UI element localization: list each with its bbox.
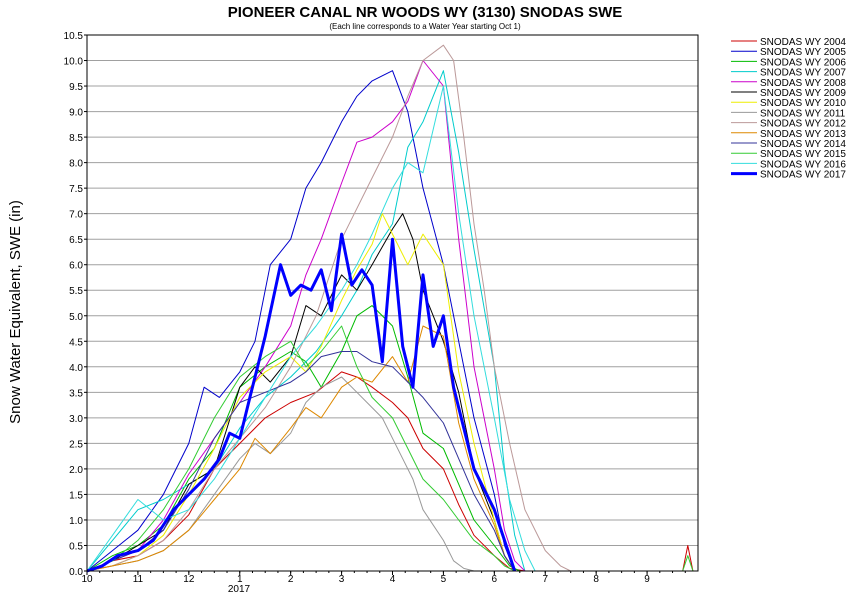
- y-tick-label: 6.0: [69, 261, 83, 272]
- series-line-snodas-wy-2015: [86, 325, 694, 572]
- y-tick-label: 10.0: [64, 57, 84, 68]
- x-axis-ticks: 10 11 12 1 2 3 4 5 6 7 8 9: [81, 571, 686, 585]
- y-tick-label: 2.5: [69, 439, 83, 450]
- series-lines: [86, 44, 694, 573]
- legend-label-snodas-wy-2013: SNODAS WY 2013: [760, 129, 846, 140]
- legend-label-snodas-wy-2006: SNODAS WY 2006: [760, 57, 846, 68]
- y-tick-label: 8.0: [69, 159, 83, 170]
- legend-label-snodas-wy-2012: SNODAS WY 2012: [760, 119, 846, 130]
- x-tick-label: 2: [288, 574, 294, 585]
- series-line-snodas-wy-2009: [86, 213, 516, 572]
- x-tick-label: 9: [644, 574, 650, 585]
- series-line-snodas-wy-2010: [86, 213, 516, 572]
- x-tick-label: 11: [133, 574, 144, 585]
- series-line-snodas-wy-2004: [86, 371, 694, 572]
- y-axis-ticks: 0.0 0.5 1.0 1.5 2.0 2.5 3.0 3.5 4.0 4.5 5.0 5.5 6.0 6…: [64, 31, 87, 578]
- series-line-snodas-wy-2012: [86, 44, 571, 572]
- chart-title: PIONEER CANAL NR WOODS WY (3130) SNODAS …: [228, 4, 623, 21]
- y-tick-label: 8.5: [69, 133, 83, 144]
- y-tick-label: 4.0: [69, 363, 83, 374]
- x-tick-label: 1: [237, 574, 243, 585]
- series-line-snodas-wy-2016: [86, 85, 536, 572]
- y-axis-label: Snow Water Equivalent, SWE (in): [7, 200, 24, 424]
- legend-label-snodas-wy-2015: SNODAS WY 2015: [760, 149, 846, 160]
- x-tick-label: 6: [492, 574, 498, 585]
- series-line-snodas-wy-2013: [86, 325, 516, 572]
- legend-label-snodas-wy-2011: SNODAS WY 2011: [760, 108, 846, 119]
- legend-label-snodas-wy-2007: SNODAS WY 2007: [760, 68, 846, 79]
- legend-label-snodas-wy-2017: SNODAS WY 2017: [760, 170, 846, 181]
- x-tick-label: 4: [390, 574, 396, 585]
- y-tick-label: 1.0: [69, 516, 83, 527]
- legend-label-snodas-wy-2016: SNODAS WY 2016: [760, 159, 846, 170]
- series-line-snodas-wy-2008: [86, 60, 526, 572]
- y-tick-label: 3.0: [69, 414, 83, 425]
- y-tick-label: 7.0: [69, 210, 83, 221]
- legend-label-snodas-wy-2014: SNODAS WY 2014: [760, 139, 846, 150]
- legend-label-snodas-wy-2004: SNODAS WY 2004: [760, 37, 846, 48]
- y-tick-label: 10.5: [64, 31, 84, 42]
- x-tick-label: 10: [81, 574, 93, 585]
- y-tick-label: 4.5: [69, 337, 83, 348]
- series-line-snodas-wy-2017: [86, 232, 517, 573]
- legend-label-snodas-wy-2009: SNODAS WY 2009: [760, 88, 846, 99]
- y-tick-label: 0.5: [69, 541, 83, 552]
- legend-label-snodas-wy-2010: SNODAS WY 2010: [760, 98, 846, 109]
- series-line-snodas-wy-2007: [86, 70, 526, 572]
- x-year-label: 2017: [228, 584, 251, 595]
- series-line-snodas-wy-2005: [86, 70, 516, 572]
- y-tick-label: 9.0: [69, 108, 83, 119]
- y-tick-label: 9.5: [69, 82, 83, 93]
- chart-subtitle: (Each line corresponds to a Water Year s…: [329, 22, 521, 31]
- y-tick-label: 0.0: [69, 567, 83, 578]
- y-tick-label: 7.5: [69, 184, 83, 195]
- y-tick-label: 5.5: [69, 286, 83, 297]
- y-tick-label: 5.0: [69, 312, 83, 323]
- x-tick-label: 7: [542, 574, 548, 585]
- y-tick-label: 2.0: [69, 465, 83, 476]
- x-tick-label: 3: [339, 574, 345, 585]
- legend-label-snodas-wy-2008: SNODAS WY 2008: [760, 78, 846, 89]
- x-tick-label: 8: [593, 574, 599, 585]
- y-tick-label: 1.5: [69, 490, 83, 501]
- x-tick-label: 5: [441, 574, 447, 585]
- y-tick-label: 3.5: [69, 388, 83, 399]
- legend-label-snodas-wy-2005: SNODAS WY 2005: [760, 47, 846, 58]
- plot-frame: [86, 34, 699, 572]
- y-tick-label: 6.5: [69, 235, 83, 246]
- x-tick-label: 12: [183, 574, 195, 585]
